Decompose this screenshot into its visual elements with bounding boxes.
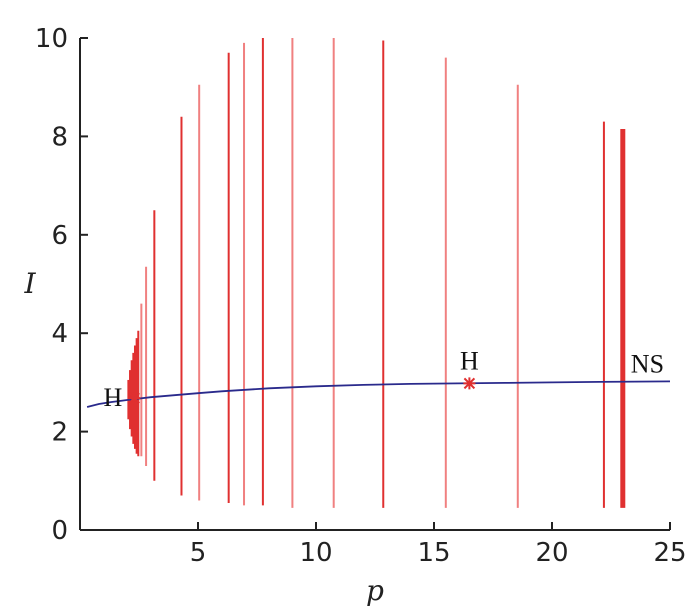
x-tick-label: 10 [299,538,332,568]
y-tick-label: 4 [51,319,68,349]
y-axis-label: I [23,267,36,300]
x-tick-label: 15 [417,538,450,568]
x-tick-label: 5 [190,538,207,568]
annotations: H H NS [103,346,664,412]
y-tick-label: 10 [35,24,68,54]
y-tick-label: 6 [51,221,68,251]
hopf-bifurcation-label: H [103,383,122,412]
hopf-bifurcation-label: H [460,346,479,375]
axes [79,38,670,531]
ns-bifurcation-label: NS [631,349,664,378]
x-tick-label: 25 [653,538,686,568]
x-axis-label: p [366,574,384,607]
equilibrium-curve [86,380,671,408]
hopf-point-marker [128,392,141,405]
y-tick-label: 2 [51,418,68,448]
x-tick-label: 20 [535,538,568,568]
y-tick-label: 8 [51,122,68,152]
hopf-point-marker [463,377,476,390]
plot-area [86,38,671,508]
y-tick-label: 0 [51,516,68,546]
ticks: 0 2 4 6 8 10 5 10 15 20 25 [35,24,687,568]
